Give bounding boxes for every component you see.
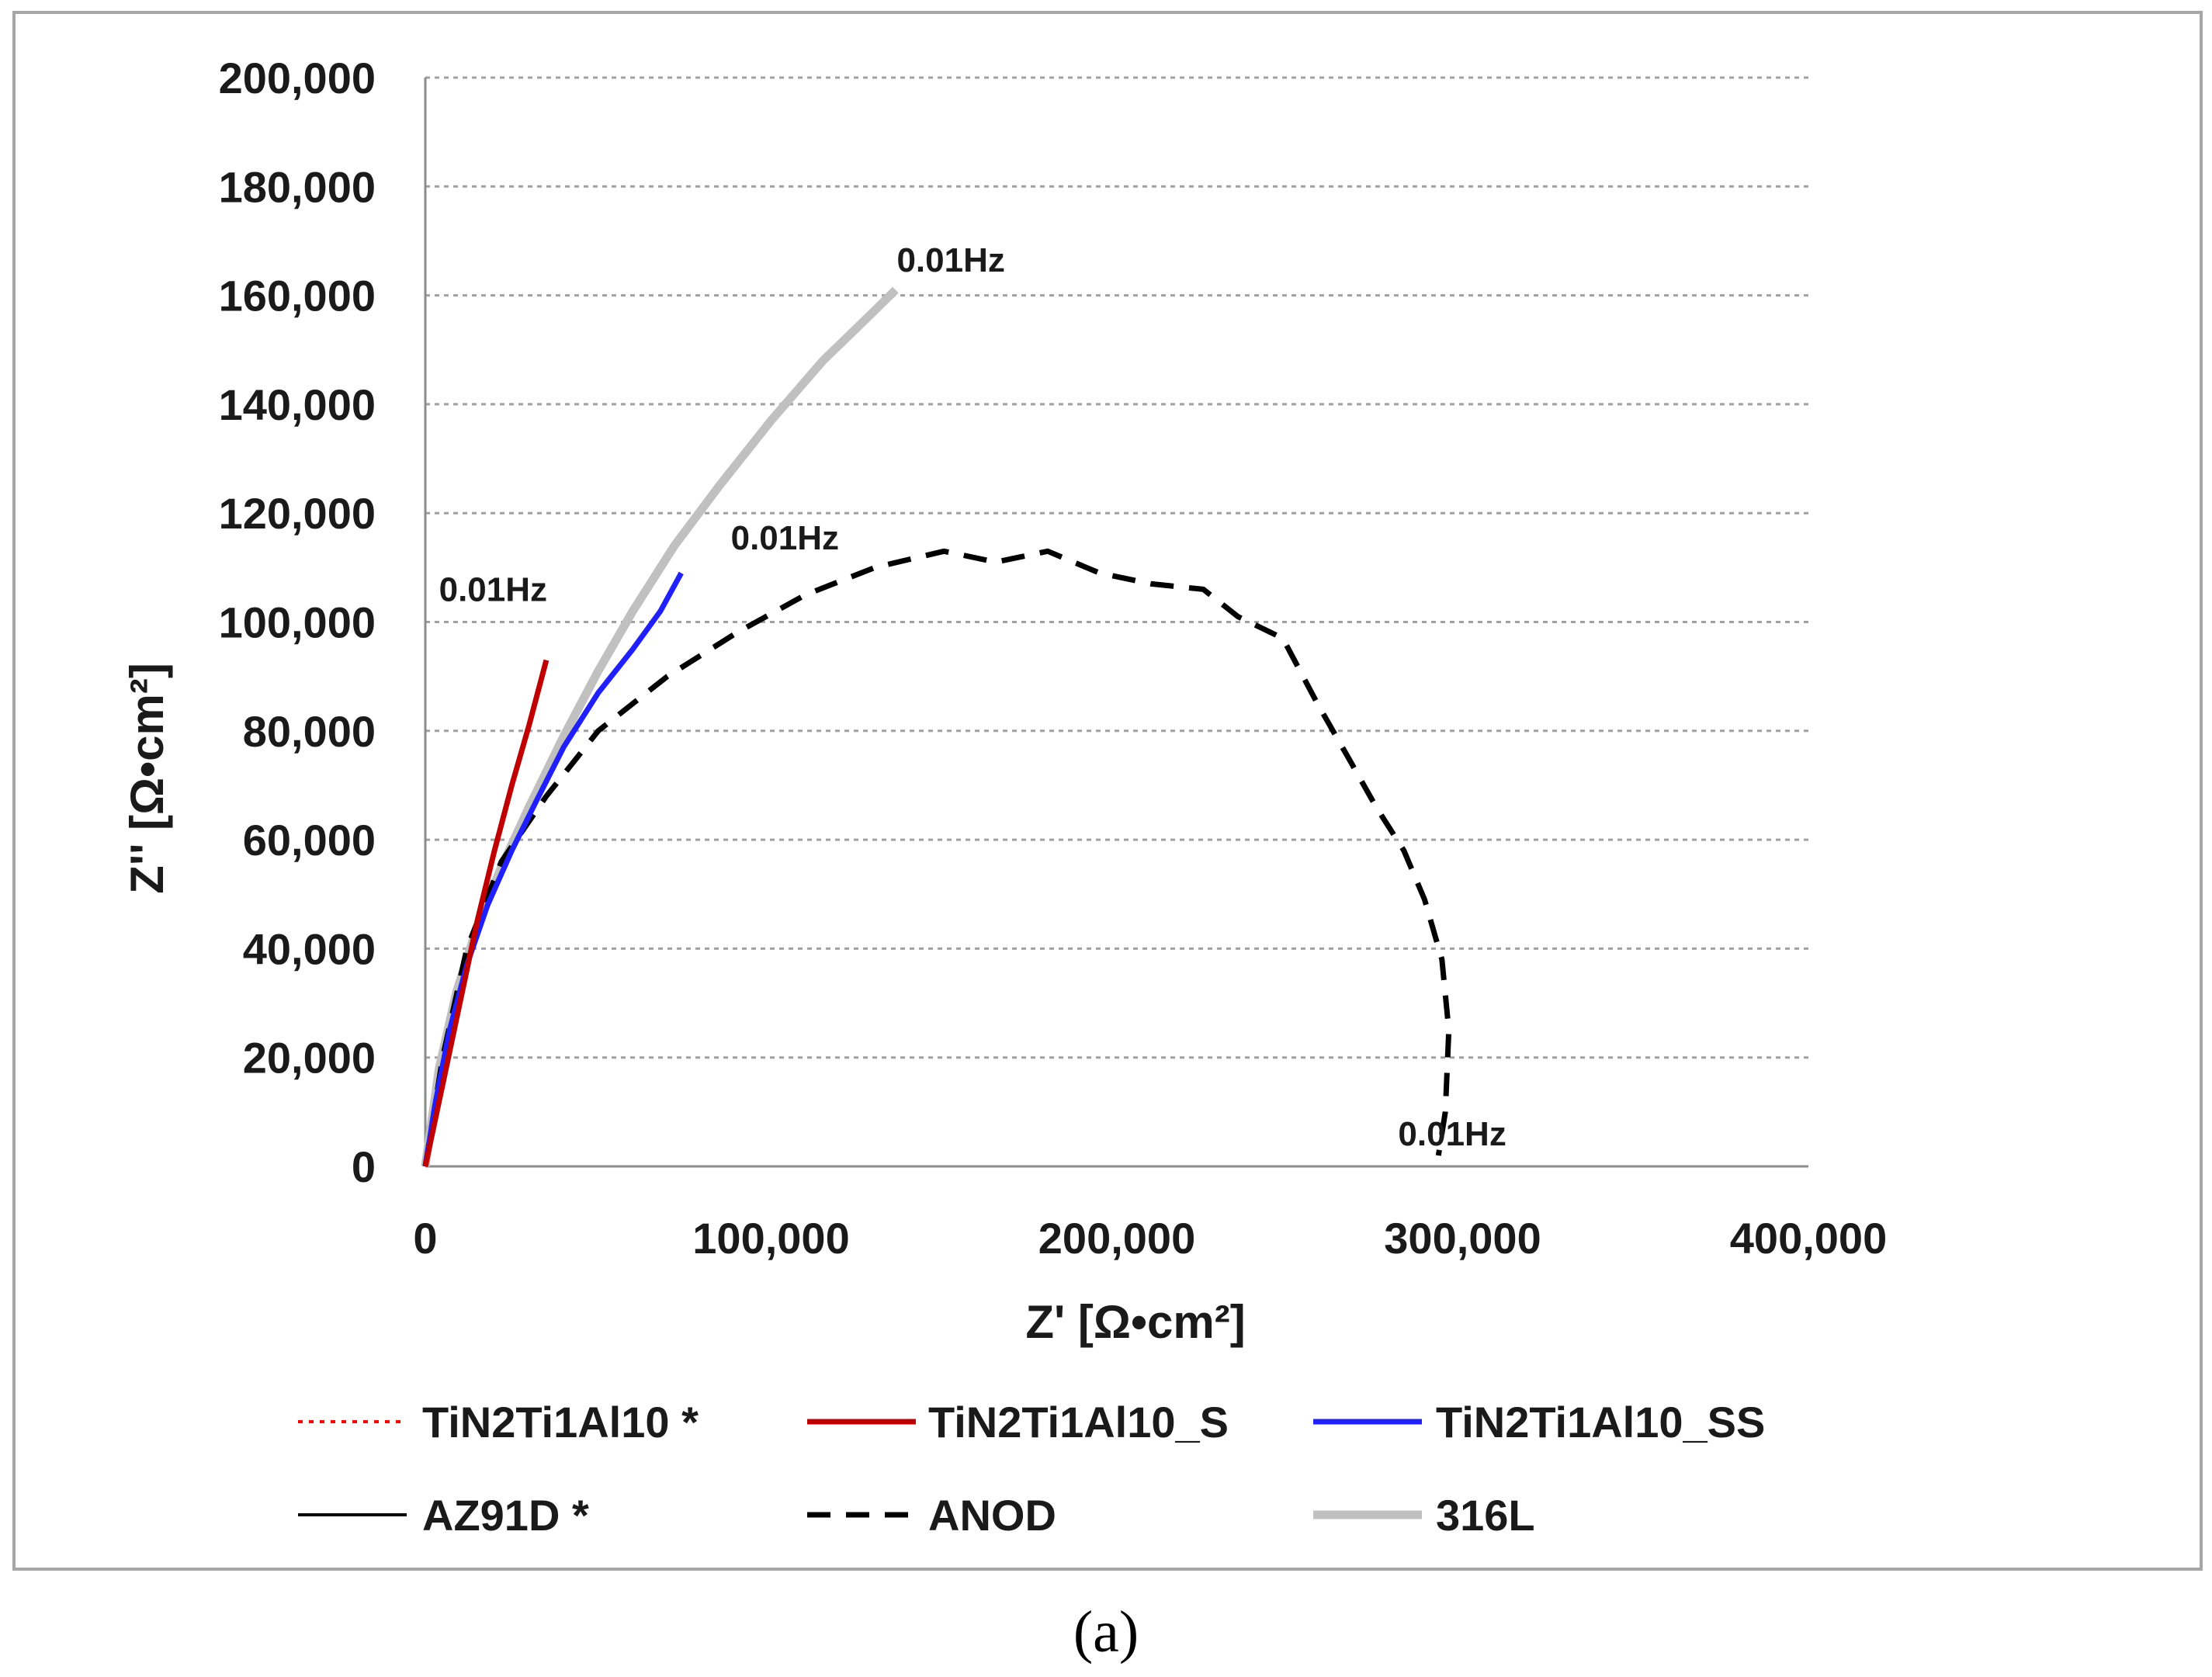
x-tick-label: 0: [413, 1214, 437, 1263]
series-line-316l: [421, 286, 899, 1167]
y-tick-label: 40,000: [243, 924, 376, 973]
axes: [424, 78, 1808, 1168]
panel-label: (a): [1073, 1599, 1139, 1665]
data-series: [421, 286, 1452, 1167]
legend-label: ANOD: [928, 1491, 1056, 1540]
frequency-annotation: 0.01Hz: [439, 570, 547, 608]
y-axis-title: Z'' [Ω•cm²]: [121, 663, 173, 894]
x-tick-label: 300,000: [1384, 1214, 1541, 1263]
y-tick-label: 80,000: [243, 707, 376, 756]
y-tick-label: 20,000: [243, 1034, 376, 1083]
legend-label: TiN2Ti1Al10 *: [422, 1398, 699, 1447]
legend-label: TiN2Ti1Al10_S: [928, 1398, 1229, 1447]
legend-label: TiN2Ti1Al10_SS: [1436, 1398, 1765, 1447]
y-tick-label: 100,000: [219, 598, 376, 647]
x-tick-label: 400,000: [1730, 1214, 1887, 1263]
y-tick-label: 60,000: [243, 816, 376, 864]
frequency-annotation: 0.01Hz: [731, 519, 839, 557]
y-tick-label: 0: [352, 1142, 376, 1191]
grid-lines: [425, 76, 1808, 1059]
y-tick-label: 160,000: [219, 272, 376, 321]
x-axis-title: Z' [Ω•cm²]: [1025, 1296, 1245, 1348]
series-line-tin2ti1al10-ss: [422, 571, 684, 1167]
frequency-annotations: 0.01Hz 0.01Hz 0.01Hz 0.01Hz: [439, 241, 1506, 1153]
x-tick-label: 200,000: [1038, 1214, 1195, 1263]
y-tick-label: 180,000: [219, 162, 376, 211]
y-tick-label: 200,000: [219, 54, 376, 102]
series-line-anod: [422, 548, 1452, 1167]
legend: TiN2Ti1Al10 * TiN2Ti1Al10_S TiN2Ti1Al10_SS…: [298, 1398, 1765, 1540]
tick-labels: 0 20,000 40,000 60,000 80,000 100,000 120,000 1…: [219, 54, 1888, 1263]
figure-frame: [12, 11, 2203, 1571]
y-tick-label: 120,000: [219, 489, 376, 538]
legend-label: AZ91D *: [422, 1491, 589, 1540]
frequency-annotation: 0.01Hz: [1398, 1115, 1506, 1153]
frequency-annotation: 0.01Hz: [896, 241, 1004, 279]
y-tick-label: 140,000: [219, 380, 376, 429]
x-tick-label: 100,000: [692, 1214, 849, 1263]
legend-label: 316L: [1436, 1491, 1535, 1540]
series-line-tin2ti1al10-s: [422, 659, 550, 1167]
